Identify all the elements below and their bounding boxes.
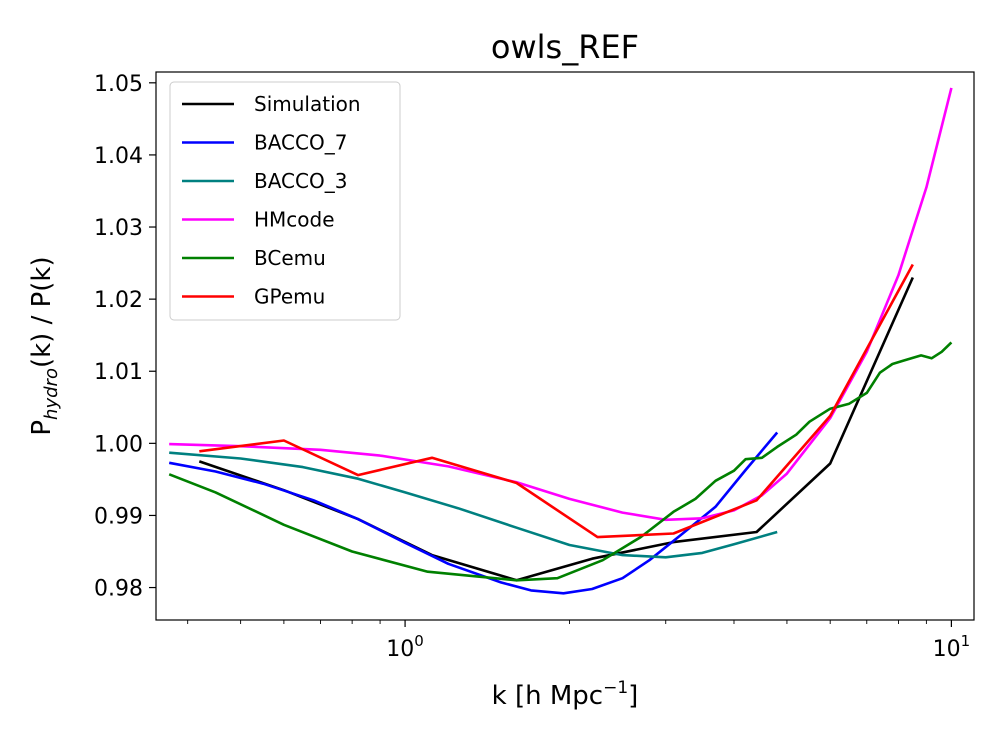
y-axis-label-main: P xyxy=(27,420,57,436)
legend-label: Simulation xyxy=(254,92,361,116)
y-axis-ticks: 0.98 0.99 1.00 1.01 1.02 1.03 1.04 1.05 xyxy=(94,72,156,602)
legend-label: BCemu xyxy=(254,246,326,270)
chart-title: owls_REF xyxy=(491,28,639,66)
x-axis-label-end: ] xyxy=(628,681,638,711)
y-tick-label: 1.01 xyxy=(94,360,143,385)
y-tick-label: 1.00 xyxy=(94,432,143,457)
y-tick-label: 0.98 xyxy=(94,577,143,602)
x-axis-label: k [h Mpc−1] xyxy=(492,678,639,711)
y-axis-label-rest: (k) / P(k) xyxy=(27,256,57,368)
legend-label: BACCO_3 xyxy=(254,169,347,193)
x-axis-label-main: k [h Mpc xyxy=(492,681,603,711)
x-tick-label: 100 xyxy=(386,632,424,662)
x-axis-ticks: 100 101 xyxy=(187,620,971,662)
series-line-gpemu xyxy=(199,263,914,539)
x-tick-label-exp: 1 xyxy=(961,632,971,650)
plot-frame xyxy=(155,71,975,621)
legend-label: BACCO_7 xyxy=(254,131,347,155)
legend-label: GPemu xyxy=(254,285,325,309)
x-tick-label-exp: 0 xyxy=(414,632,424,650)
plot-lines xyxy=(168,87,953,595)
x-axis-label-sup: −1 xyxy=(603,678,628,698)
x-tick-label-base: 10 xyxy=(933,637,961,662)
y-tick-label: 1.04 xyxy=(94,144,143,169)
x-tick-label-base: 10 xyxy=(386,637,414,662)
y-axis-label-sub: hydro xyxy=(41,368,62,420)
y-axis-label: Phydro(k) / P(k) xyxy=(27,256,62,435)
legend: Simulation BACCO_7 BACCO_3 HMcode BCemu GPemu xyxy=(169,81,401,321)
y-tick-label: 1.02 xyxy=(94,288,143,313)
series-line-bcemu xyxy=(168,341,953,582)
x-tick-label: 101 xyxy=(933,632,971,662)
y-tick-label: 1.05 xyxy=(94,72,143,97)
legend-label: HMcode xyxy=(254,208,335,232)
y-tick-label: 0.99 xyxy=(94,504,143,529)
series-line-bacco-3 xyxy=(169,451,778,559)
y-tick-label: 1.03 xyxy=(94,216,143,241)
